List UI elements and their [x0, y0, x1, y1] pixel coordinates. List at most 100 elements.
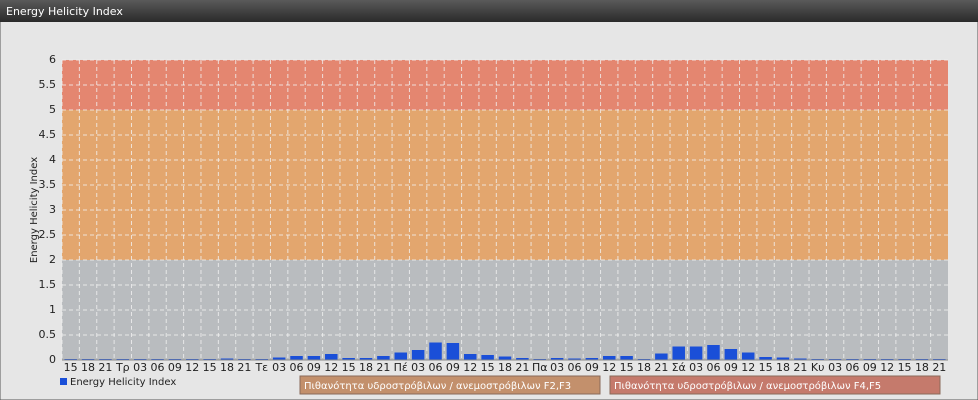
x-tick-label: 15	[898, 361, 912, 374]
x-tick-label: 21	[376, 361, 390, 374]
x-tick-label: Κυ	[811, 361, 825, 374]
bar	[290, 356, 303, 360]
bar	[741, 352, 755, 360]
x-tick-label: 09	[446, 361, 460, 374]
bar	[550, 358, 564, 360]
x-tick-label: 15	[481, 361, 495, 374]
bar	[446, 343, 460, 360]
y-tick-label: 3	[49, 203, 56, 216]
bar	[498, 356, 512, 360]
bar	[464, 354, 477, 360]
bar	[794, 358, 807, 360]
x-tick-label: 21	[98, 361, 112, 374]
y-tick-label: 2.5	[39, 228, 57, 241]
y-tick-label: 1.5	[39, 278, 57, 291]
y-tick-label: 3.5	[39, 178, 57, 191]
bar	[307, 356, 321, 360]
x-tick-label: 03	[272, 361, 286, 374]
bar	[220, 358, 234, 360]
legend-label: Energy Helicity Index	[70, 377, 176, 388]
x-tick-label: 03	[411, 361, 425, 374]
x-tick-label: 15	[64, 361, 78, 374]
x-tick-label: 03	[828, 361, 842, 374]
x-tick-label: 09	[724, 361, 738, 374]
y-tick-label: 4	[49, 153, 56, 166]
bar	[377, 356, 390, 360]
x-tick-label: 09	[168, 361, 182, 374]
bar	[272, 357, 286, 360]
bar	[394, 352, 408, 360]
bar	[707, 345, 720, 360]
x-tick-label: 09	[863, 361, 877, 374]
x-tick-label: 12	[185, 361, 199, 374]
band-legend-label: Πιθανότητα υδροστρόβιλων / ανεμοστρόβιλω…	[614, 380, 881, 392]
x-tick-label: 03	[689, 361, 703, 374]
x-tick-label: 06	[845, 361, 859, 374]
x-tick-label: 18	[915, 361, 929, 374]
bar	[481, 355, 494, 360]
x-tick-label: 06	[706, 361, 720, 374]
x-tick-label: Πέ	[394, 361, 408, 374]
x-tick-label: 15	[203, 361, 217, 374]
y-tick-label: 5	[49, 103, 56, 116]
header-title: Energy Helicity Index	[6, 5, 123, 18]
bar	[429, 342, 442, 360]
y-tick-label: 2	[49, 253, 56, 266]
x-tick-label: 18	[359, 361, 373, 374]
bar	[342, 358, 355, 360]
band-legend-box	[299, 375, 601, 395]
y-axis-label: Energy Helicity Index	[29, 157, 40, 263]
x-tick-label: 06	[567, 361, 581, 374]
x-tick-label: 15	[342, 361, 356, 374]
bar	[655, 353, 668, 360]
bar	[724, 349, 738, 360]
y-tick-label: 4.5	[39, 128, 57, 141]
bar	[776, 357, 790, 360]
bar	[689, 346, 703, 360]
x-tick-label: 15	[620, 361, 634, 374]
x-tick-label: 18	[220, 361, 234, 374]
x-tick-label: 12	[880, 361, 894, 374]
x-tick-label: Πα	[532, 361, 548, 374]
x-tick-label: 12	[602, 361, 616, 374]
bar	[620, 356, 633, 360]
bar	[411, 350, 425, 360]
bar	[568, 358, 581, 360]
x-tick-label: Σά	[672, 361, 686, 374]
y-tick-label: 0.5	[39, 328, 57, 341]
bar	[602, 356, 616, 360]
y-tick-label: 5.5	[39, 78, 57, 91]
y-tick-label: 6	[49, 53, 56, 66]
x-tick-label: 21	[654, 361, 668, 374]
x-tick-label: 03	[133, 361, 147, 374]
x-tick-label: 21	[237, 361, 251, 374]
bar	[325, 354, 338, 360]
bar	[516, 358, 529, 360]
x-tick-label: Τρ	[115, 361, 130, 374]
bar	[359, 358, 373, 360]
x-tick-label: 06	[290, 361, 304, 374]
band-legend-label: Πιθανότητα υδροστρόβιλων / ανεμοστρόβιλω…	[304, 380, 571, 392]
bar	[585, 358, 599, 360]
x-tick-label: 18	[498, 361, 512, 374]
x-tick-label: Τε	[254, 361, 268, 374]
bar	[759, 357, 772, 360]
header-bar	[0, 0, 978, 22]
x-tick-label: 03	[550, 361, 564, 374]
band-legend-box	[609, 375, 941, 395]
x-tick-label: 21	[515, 361, 529, 374]
x-tick-label: 18	[776, 361, 790, 374]
x-tick-label: 12	[463, 361, 477, 374]
x-tick-label: 06	[429, 361, 443, 374]
legend-swatch	[60, 378, 67, 385]
x-tick-label: 18	[81, 361, 95, 374]
bar	[672, 346, 685, 360]
x-tick-label: 12	[741, 361, 755, 374]
x-tick-label: 15	[759, 361, 773, 374]
x-tick-label: 18	[637, 361, 651, 374]
y-tick-label: 0	[49, 353, 56, 366]
x-tick-label: 06	[151, 361, 165, 374]
x-tick-label: 09	[585, 361, 599, 374]
x-tick-label: 21	[932, 361, 946, 374]
